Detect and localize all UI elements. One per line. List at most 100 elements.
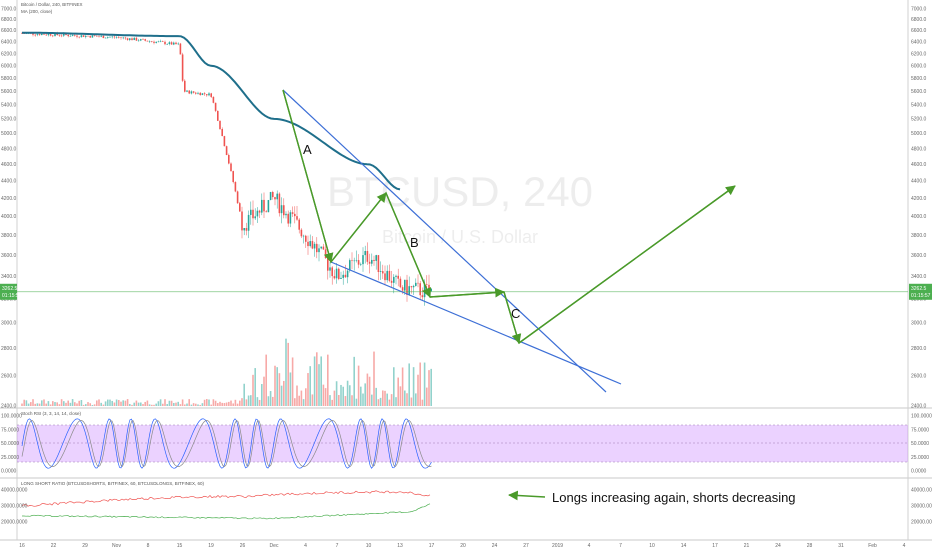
volume-bar: [49, 404, 52, 406]
volume-bar: [170, 400, 173, 406]
candle-body: [36, 34, 39, 36]
volume-bar: [289, 372, 292, 406]
volume-bar: [74, 402, 76, 406]
volume-bar: [419, 362, 421, 406]
candle-body: [197, 92, 199, 94]
candle-body: [274, 197, 276, 200]
time-tick-label: 16: [19, 543, 25, 549]
candle-body: [426, 284, 428, 285]
candle-body: [208, 93, 210, 96]
candle-body: [151, 41, 153, 42]
candle-body: [280, 205, 283, 214]
volume-bar: [69, 402, 72, 406]
candle-body: [140, 39, 142, 41]
volume-bar: [333, 390, 336, 406]
candle-body: [131, 38, 133, 41]
candle-body: [164, 41, 166, 45]
volume-bar: [76, 403, 78, 406]
price-tick-label: 5000.0: [911, 131, 927, 137]
volume-bar: [280, 385, 283, 406]
time-tick-label: 15: [177, 543, 183, 549]
volume-bar: [243, 383, 245, 406]
volume-bar: [245, 399, 248, 406]
ma-legend: MA (200, close): [21, 9, 53, 14]
volume-bar: [181, 399, 184, 406]
volume-bar: [120, 401, 122, 406]
volume-bar: [210, 404, 212, 406]
volume-bar: [250, 395, 252, 406]
candle-body: [272, 192, 274, 198]
candle-body: [247, 214, 250, 231]
candle-body: [32, 33, 34, 35]
volume-bar: [278, 373, 281, 406]
volume-bar: [379, 397, 382, 406]
candle-body: [230, 163, 232, 172]
candle-body: [120, 37, 122, 38]
volume-bar: [360, 386, 362, 406]
volume-bar: [214, 400, 217, 406]
volume-bar: [298, 395, 300, 406]
volume-bar: [313, 356, 316, 406]
volume-bar: [302, 399, 305, 406]
volume-bar: [364, 383, 366, 406]
stoch-tick-label: 50.0000: [911, 441, 929, 447]
volume-bar: [82, 404, 85, 406]
candle-body: [296, 216, 298, 220]
candle-body: [388, 270, 391, 281]
volume-bar: [197, 404, 199, 406]
candle-body: [250, 209, 252, 215]
stoch-tick-label-left: 100.0000: [1, 414, 22, 420]
volume-bar: [283, 380, 285, 406]
candle-body: [219, 120, 221, 130]
candle-body: [366, 251, 369, 262]
candle-body: [93, 35, 96, 36]
current-price-badge-right: [909, 283, 932, 300]
candle-body: [76, 35, 78, 37]
volume-bar: [265, 354, 267, 406]
candle-body: [397, 275, 399, 279]
volume-bar: [247, 395, 250, 406]
price-tick-label: 6800.0: [911, 17, 927, 23]
candle-body: [206, 94, 208, 96]
volume-bar: [232, 403, 234, 406]
price-tick-label: 5600.0: [911, 89, 927, 95]
volume-bar: [291, 357, 294, 406]
volume-bar: [199, 404, 201, 406]
candle-body: [344, 274, 347, 278]
price-tick-label: 2600.0: [911, 374, 927, 380]
candle-body: [221, 129, 223, 137]
candle-body: [415, 282, 417, 286]
volume-bar: [58, 404, 61, 406]
volume-bar: [366, 373, 369, 406]
volume-bar: [148, 404, 151, 406]
price-tick-label-left: 5800.0: [1, 76, 17, 82]
stoch-rsi-band: [17, 425, 908, 462]
price-tick-label: 7000.0: [911, 6, 927, 12]
wave-b-down-arrow: [385, 192, 432, 298]
candle-body: [239, 203, 241, 212]
volume-bar: [201, 403, 204, 406]
candle-body: [302, 235, 305, 237]
candle-body: [364, 251, 366, 256]
volume-bar: [287, 342, 289, 406]
candle-body: [320, 246, 322, 249]
price-tick-label: 5400.0: [911, 103, 927, 109]
candle-body: [177, 43, 179, 45]
price-tick-label: 4800.0: [911, 146, 927, 152]
candle-body: [47, 34, 50, 36]
volume-bar: [151, 404, 153, 406]
price-tick-label-left: 6600.0: [1, 28, 17, 34]
candle-body: [34, 34, 36, 36]
ls-tick-label: 20000.0000: [911, 520, 932, 526]
volume-bars: [21, 338, 432, 406]
volume-bar: [52, 401, 54, 406]
ls-tick-label-left: 30000.0000: [1, 504, 28, 510]
candles: [21, 31, 432, 306]
volume-bar: [168, 400, 171, 406]
time-tick-label: 28: [807, 543, 813, 549]
candle-body: [38, 34, 41, 36]
price-tick-label-left: 3800.0: [1, 233, 17, 239]
time-tick-label: 13: [397, 543, 403, 549]
time-tick-label: 22: [51, 543, 57, 549]
